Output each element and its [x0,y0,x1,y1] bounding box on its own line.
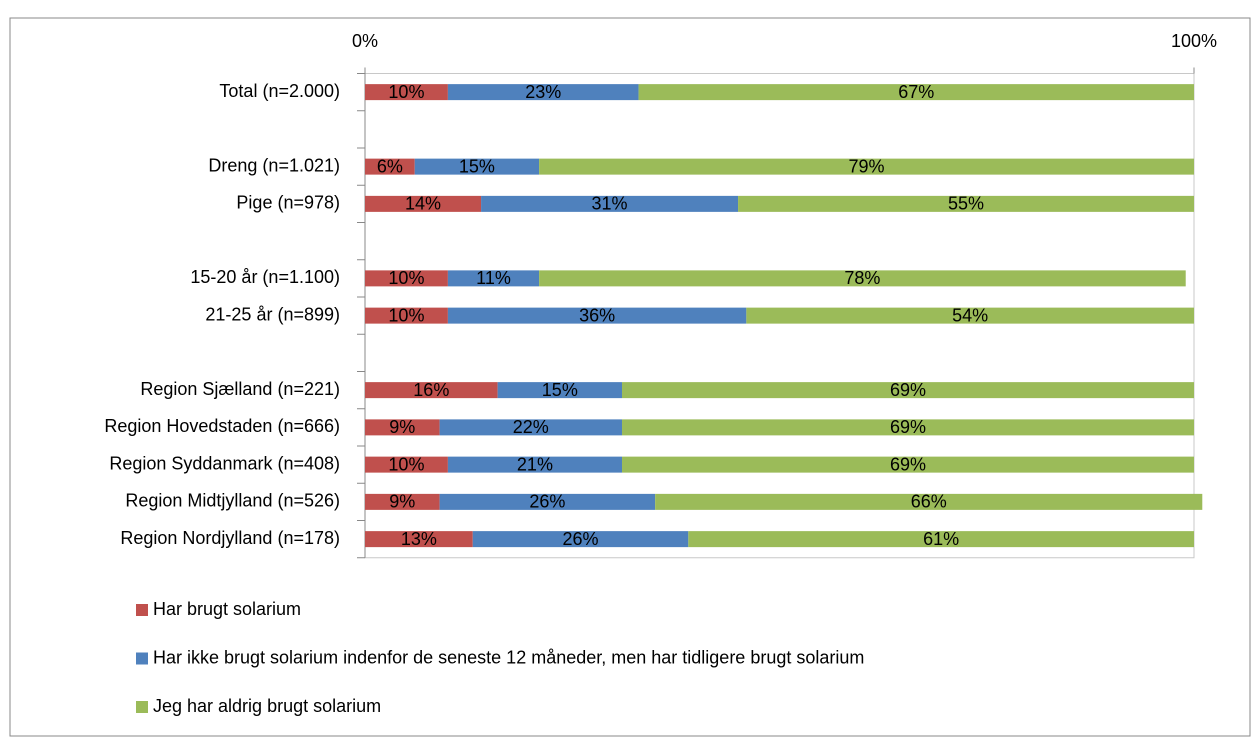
bar-segment [365,382,498,399]
data-label: 9% [389,417,415,437]
bar-segment [497,382,622,399]
chart-frame [9,17,1251,737]
data-label: 69% [890,380,926,400]
data-label: 16% [413,380,449,400]
y-tick-label: Region Hovedstaden (n=666) [104,416,340,436]
y-tick-label: Region Nordjylland (n=178) [120,528,340,548]
x-tick-label: 0% [352,31,378,51]
data-label: 69% [890,417,926,437]
y-tick-label: 21-25 år (n=899) [205,304,340,324]
bar-segment [365,456,448,473]
bar-segment [447,270,540,287]
bar-segment [365,270,448,287]
data-label: 11% [476,268,511,288]
bar-segment [688,531,1194,548]
x-tick-label: 100% [1171,31,1217,51]
bar-segment [365,158,415,175]
y-tick-label: Region Syddanmark (n=408) [109,453,340,473]
data-label: 10% [388,454,424,474]
legend-label: Jeg har aldrig brugt solarium [153,696,381,716]
y-tick-label: Total (n=2.000) [219,81,340,101]
legend-swatch [136,604,148,616]
bar-segment [365,307,448,324]
data-label: 6% [377,156,403,176]
bar-segment [746,307,1194,324]
bar-segment [621,456,1194,473]
data-label: 26% [529,492,565,512]
data-label: 69% [890,454,926,474]
legend-label: Har ikke brugt solarium indenfor de sene… [153,647,864,667]
data-label: 22% [513,417,549,437]
bar-segment [365,531,473,548]
bar-segment [539,158,1194,175]
data-label: 14% [405,194,441,214]
bar-segment [439,419,622,436]
y-tick-label: Region Midtjylland (n=526) [125,491,340,511]
data-label: 15% [459,156,495,176]
bar-segment [365,493,440,510]
bar-segment [655,493,1203,510]
data-label: 54% [952,305,988,325]
data-label: 36% [579,305,615,325]
data-label: 23% [525,82,561,102]
data-label: 66% [911,492,947,512]
bar-segment [447,307,747,324]
data-label: 10% [388,82,424,102]
legend-swatch [136,701,148,713]
data-label: 78% [844,268,880,288]
data-label: 10% [388,305,424,325]
bar-segment [481,195,739,212]
data-label: 55% [948,194,984,214]
data-label: 67% [898,82,934,102]
bar-segment [447,456,622,473]
legend-label: Har brugt solarium [153,599,301,619]
y-tick-label: 15-20 år (n=1.100) [190,267,340,287]
data-label: 15% [542,380,578,400]
data-label: 26% [563,529,599,549]
data-label: 31% [592,194,628,214]
data-label: 10% [388,268,424,288]
bar-segment [621,382,1194,399]
y-tick-label: Dreng (n=1.021) [208,155,340,175]
data-label: 61% [923,529,959,549]
bar-segment [621,419,1194,436]
bar-segment [447,84,639,101]
bar-segment [365,419,440,436]
bar-segment [365,84,448,101]
legend-swatch [136,652,148,665]
y-tick-label: Pige (n=978) [236,193,340,213]
data-label: 9% [389,492,415,512]
bar-segment [365,195,482,212]
data-label: 79% [849,156,885,176]
y-tick-label: Region Sjælland (n=221) [140,379,340,399]
data-label: 13% [401,529,437,549]
bar-segment [738,195,1194,212]
bar-segment [638,84,1194,101]
bar-segment [539,270,1186,287]
bar-segment [414,158,540,175]
bar-segment [472,531,689,548]
bar-segment [439,493,656,510]
data-label: 21% [517,454,553,474]
